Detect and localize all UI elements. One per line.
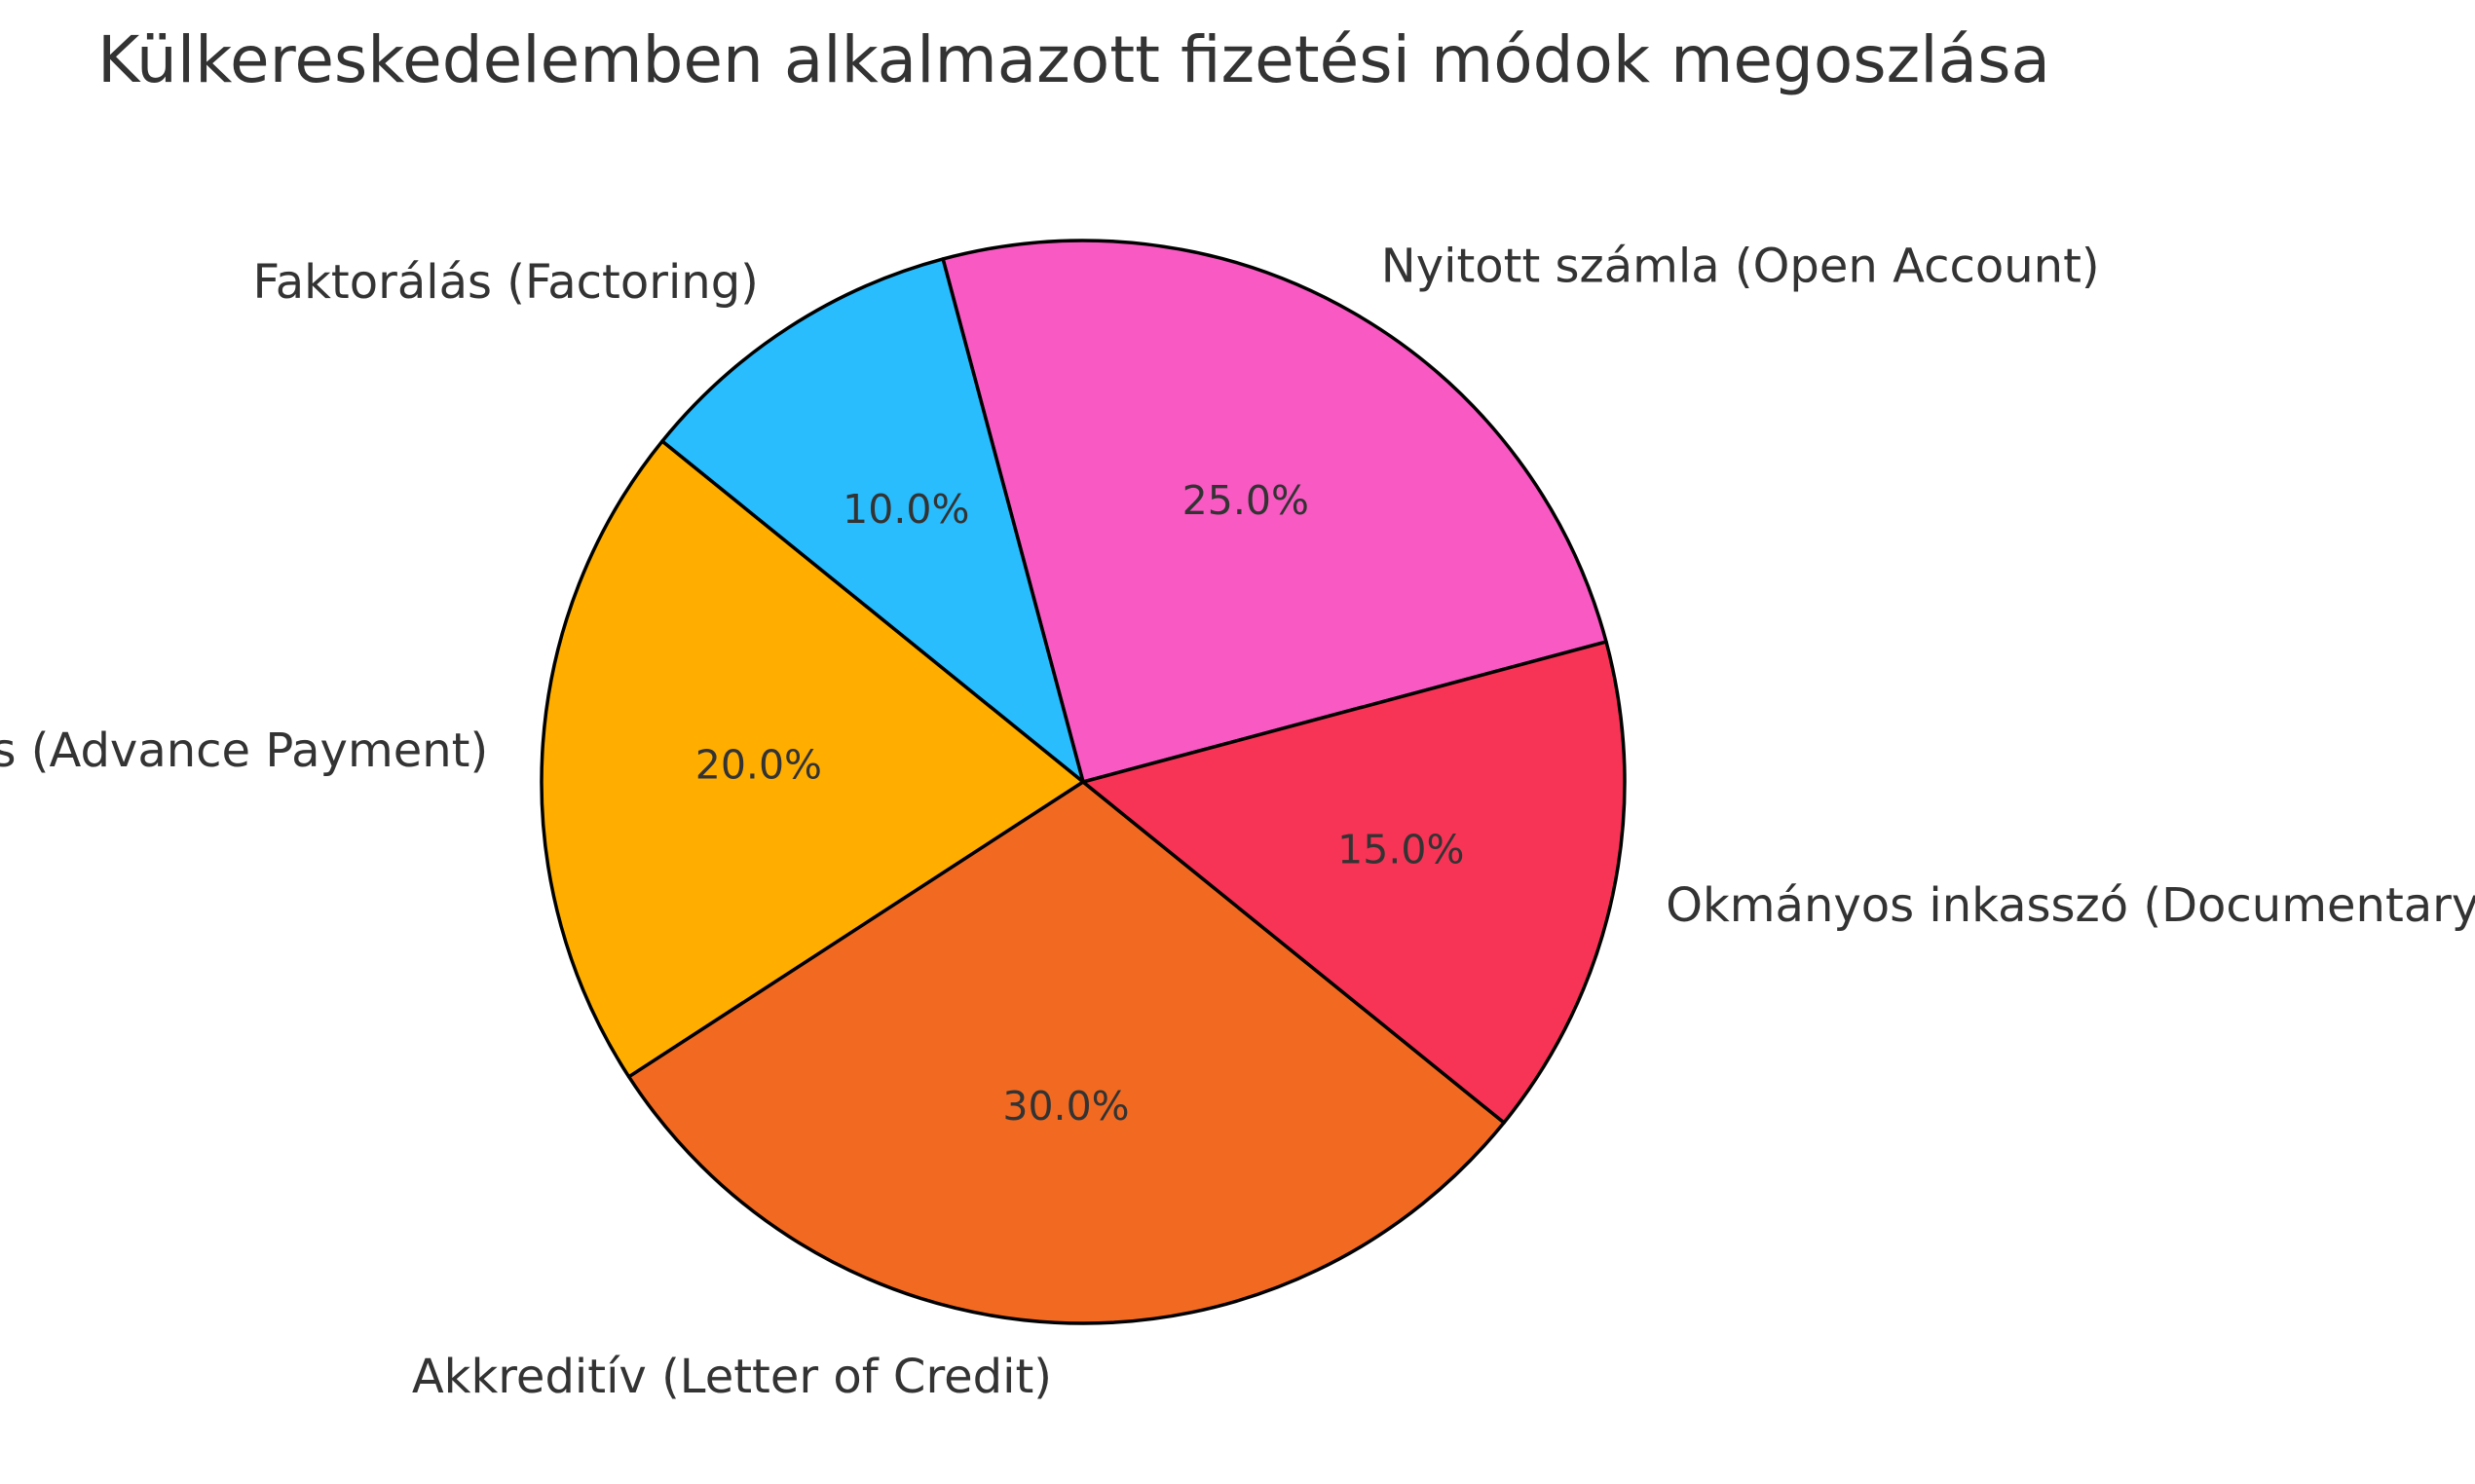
chart-title: Külkereskedelemben alkalmazott fizetési … — [97, 22, 2050, 97]
slice-label-1: Faktorálás (Factoring) — [253, 255, 759, 310]
slice-label-0: Nyitott számla (Open Account) — [1381, 239, 2100, 293]
pie-slice-1 — [660, 257, 1085, 784]
pie-slices — [540, 239, 1627, 1325]
pie-slice-2 — [540, 439, 1085, 1079]
slice-percent-4: 15.0% — [1337, 826, 1464, 872]
slice-percent-3: 30.0% — [1002, 1083, 1129, 1130]
pie-labels: Nyitott számla (Open Account) 25.0% Faktor… — [0, 239, 2475, 1404]
pie-slice-0 — [941, 239, 1608, 784]
slice-percent-1: 10.0% — [843, 486, 969, 533]
pie-slice-4 — [1081, 640, 1627, 1125]
slice-label-4: Okmányos inkasszó (Documentary Collectio… — [1666, 878, 2475, 933]
slice-label-3: Akkreditív (Letter of Credit) — [412, 1350, 1052, 1404]
slice-percent-2: 20.0% — [695, 742, 822, 789]
slice-label-2: Előre fizetés (Advance Payment) — [0, 723, 488, 778]
pie-slice-3 — [626, 780, 1506, 1325]
slice-percent-0: 25.0% — [1182, 477, 1309, 524]
